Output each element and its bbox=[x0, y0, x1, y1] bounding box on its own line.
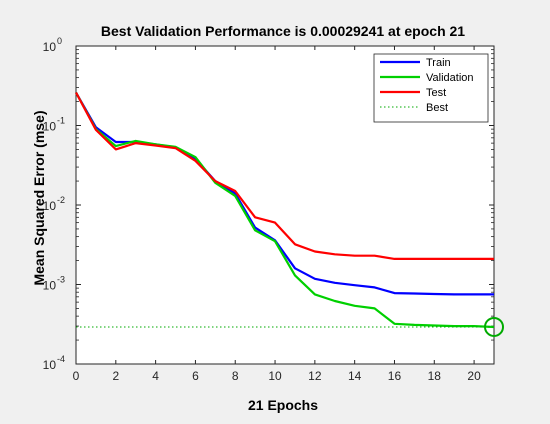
x-axis-label: 21 Epochs bbox=[248, 397, 318, 413]
y-tick-label: 10 bbox=[43, 358, 57, 372]
series-line-validation bbox=[75, 91, 495, 329]
legend: Train Validation Test Best bbox=[373, 53, 489, 123]
best-epoch-marker bbox=[484, 316, 504, 337]
y-tick-exponent: -3 bbox=[57, 275, 65, 285]
x-tick-label: 6 bbox=[192, 369, 199, 383]
x-tick-label: 16 bbox=[388, 369, 402, 383]
legend-label-validation: Validation bbox=[426, 72, 474, 84]
x-tick-label: 20 bbox=[467, 369, 481, 383]
legend-label-best: Best bbox=[426, 102, 448, 114]
series-line-test bbox=[75, 91, 494, 260]
x-tick-label: 0 bbox=[73, 369, 80, 383]
y-axis-label: Mean Squared Error (mse) bbox=[31, 110, 47, 285]
y-tick-exponent: 0 bbox=[57, 36, 62, 46]
best-marker-group bbox=[484, 316, 504, 337]
series-lines bbox=[75, 91, 495, 329]
legend-label-test: Test bbox=[426, 87, 446, 99]
x-tick-label: 18 bbox=[428, 369, 442, 383]
y-tick-label: 10 bbox=[43, 199, 57, 213]
x-tick-label: 8 bbox=[232, 369, 239, 383]
x-tick-label: 10 bbox=[268, 369, 282, 383]
y-tick-exponent: -2 bbox=[57, 195, 65, 205]
y-tick-exponent: -4 bbox=[57, 354, 65, 364]
x-tick-label: 4 bbox=[152, 369, 159, 383]
x-tick-label: 12 bbox=[308, 369, 322, 383]
legend-label-train: Train bbox=[426, 57, 451, 69]
x-tick-label: 2 bbox=[112, 369, 119, 383]
y-tick-exponent: -1 bbox=[57, 116, 65, 126]
y-tick-label: 10 bbox=[43, 120, 57, 134]
y-tick-label: 10 bbox=[43, 40, 57, 54]
x-tick-label: 14 bbox=[348, 369, 362, 383]
chart-title: Best Validation Performance is 0.0002924… bbox=[101, 23, 465, 39]
y-tick-label: 10 bbox=[43, 279, 57, 293]
legend-box bbox=[373, 53, 489, 123]
